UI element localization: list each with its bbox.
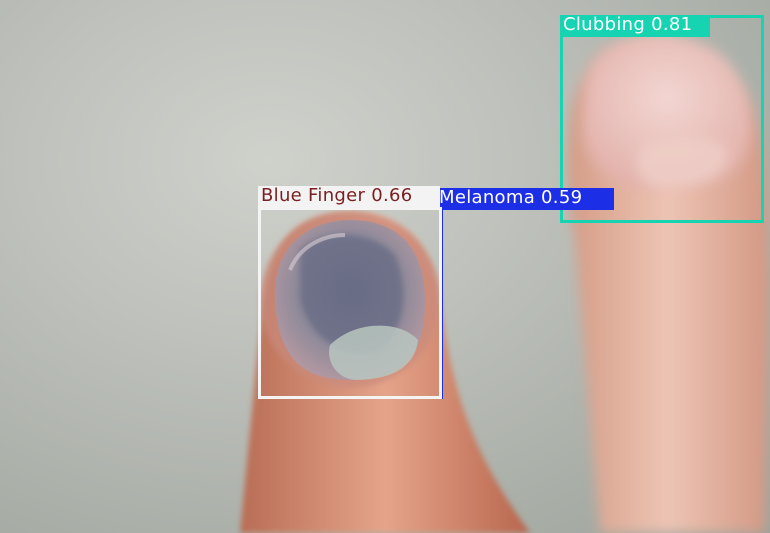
detection-label-melanoma: Melanoma 0.59 [436,188,614,210]
detection-label-blue-finger: Blue Finger 0.66 [258,186,440,208]
detection-label-clubbing: Clubbing 0.81 [560,15,710,37]
detection-box-blue-finger [258,207,442,399]
